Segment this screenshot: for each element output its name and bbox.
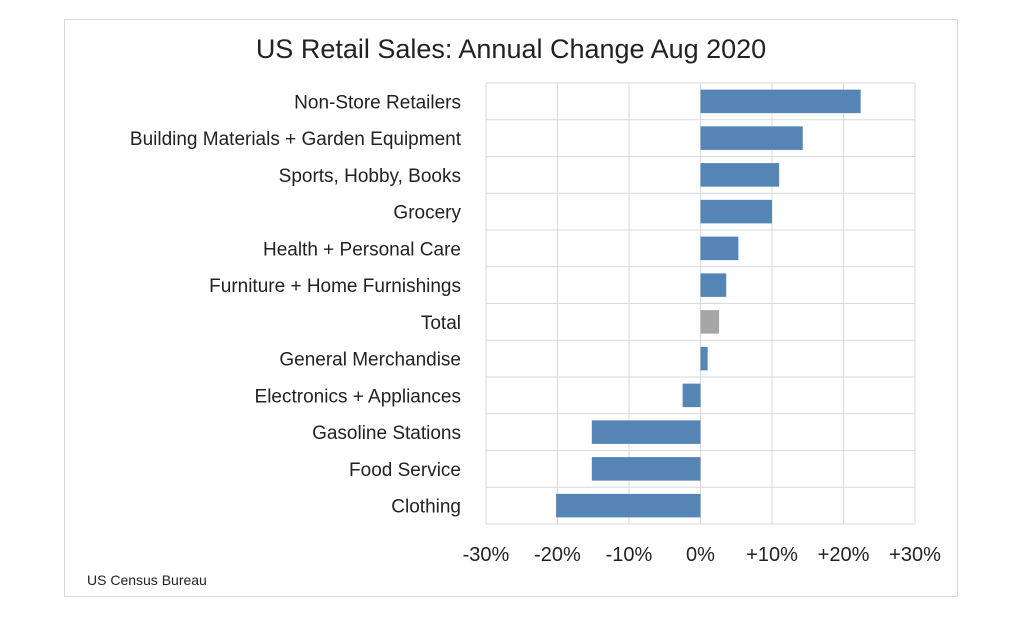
x-tick-label: -30% [463, 544, 510, 566]
bar [700, 346, 708, 371]
category-label: Food Service [349, 460, 461, 481]
bar [682, 383, 701, 408]
bar [591, 457, 701, 481]
bar [700, 310, 720, 334]
bar [700, 163, 780, 187]
category-label: Electronics + Appliances [255, 386, 461, 407]
x-tick-labels: -30% -20% -10% 0% +10% +20% +30% [463, 544, 941, 566]
category-label: General Merchandise [279, 350, 461, 371]
x-tick-label: -10% [606, 544, 653, 566]
bar [556, 493, 701, 518]
x-tick-label: 0% [686, 544, 715, 566]
bar [700, 89, 861, 114]
category-label: Total [421, 313, 461, 334]
source-note: US Census Bureau [87, 572, 207, 588]
bar [700, 126, 803, 150]
category-label: Clothing [391, 497, 461, 518]
category-label: Non-Store Retailers [294, 92, 461, 113]
bar-layer [556, 89, 861, 518]
category-label: Furniture + Home Furnishings [209, 276, 461, 297]
x-tick-label: +30% [889, 544, 941, 566]
bar [700, 236, 739, 261]
x-tick-label: -20% [534, 544, 581, 566]
x-tick-label: +10% [746, 544, 798, 566]
bar [700, 199, 772, 224]
category-label: Grocery [393, 203, 461, 224]
grid-layer [485, 82, 916, 525]
x-tick-label: +20% [818, 544, 870, 566]
category-label: Sports, Hobby, Books [279, 166, 461, 187]
category-label: Gasoline Stations [312, 423, 461, 444]
bar [700, 273, 727, 297]
bar-chart: US Retail Sales: Annual Change Aug 2020 … [87, 34, 941, 588]
chart-title: US Retail Sales: Annual Change Aug 2020 [256, 34, 766, 64]
chart-frame: US Retail Sales: Annual Change Aug 2020 … [64, 19, 958, 597]
category-labels: Non-Store Retailers Building Materials + … [130, 92, 462, 517]
category-label: Health + Personal Care [263, 239, 461, 260]
category-label: Building Materials + Garden Equipment [130, 129, 462, 150]
bar [591, 420, 701, 444]
